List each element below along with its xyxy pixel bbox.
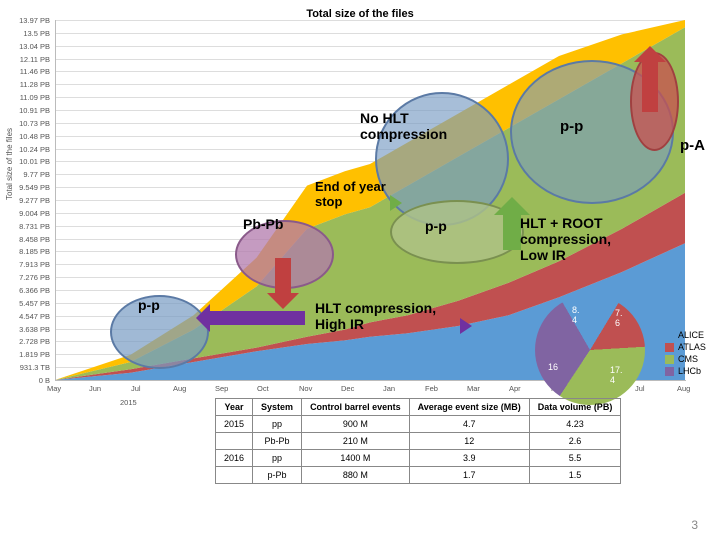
y-tick: 7.913 PB: [8, 260, 50, 269]
y-tick: 0 B: [8, 376, 50, 385]
x-tick: Aug: [677, 384, 690, 393]
y-tick: 13.97 PB: [8, 16, 50, 25]
pie-label: 16: [548, 362, 558, 372]
annotation-hlthigh: HLT compression,High IR: [315, 300, 436, 332]
table-cell: 5.5: [529, 450, 621, 467]
table-cell: 4.7: [409, 416, 529, 433]
annotation-pA: p-A: [680, 137, 705, 154]
legend-item: ALICE: [665, 330, 706, 340]
annotation-nohlt: No HLTcompression: [360, 110, 447, 142]
y-tick: 11.09 PB: [8, 93, 50, 102]
y-tick: 13.04 PB: [8, 42, 50, 51]
x-tick: Jul: [131, 384, 141, 393]
chart-title: Total size of the files: [0, 8, 720, 20]
annotation-pp_bl: p-p: [138, 297, 160, 313]
table-row: 2016pp1400 M3.95.5: [216, 450, 621, 467]
legend-item: ATLAS: [665, 342, 706, 352]
pie-legend: ALICE ATLAS CMS LHCb: [665, 328, 706, 378]
y-tick: 11.28 PB: [8, 80, 50, 89]
x-tick: Feb: [425, 384, 438, 393]
table-header: Control barrel events: [302, 399, 410, 416]
slide: Total size of the files Total size of th…: [0, 0, 720, 540]
annotation-hltroot: HLT + ROOTcompression,Low IR: [520, 215, 611, 263]
table-cell: Pb-Pb: [253, 433, 302, 450]
table-cell: 1.5: [529, 467, 621, 484]
table-cell: 1.7: [409, 467, 529, 484]
y-tick: 8.731 PB: [8, 222, 50, 231]
pie-label: 17. 4: [610, 365, 623, 385]
table-cell: 2016: [216, 450, 253, 467]
x-tick: Nov: [299, 384, 312, 393]
x-tick: Sep: [215, 384, 228, 393]
y-tick: 1.819 PB: [8, 350, 50, 359]
pie-label: 7. 6: [615, 308, 623, 328]
table-cell: 880 M: [302, 467, 410, 484]
y-tick: 10.48 PB: [8, 132, 50, 141]
table-cell: 2.6: [529, 433, 621, 450]
table-cell: 1400 M: [302, 450, 410, 467]
legend-item: CMS: [665, 354, 706, 364]
y-tick: 9.277 PB: [8, 196, 50, 205]
y-tick: 12.11 PB: [8, 55, 50, 64]
y-tick: 3.638 PB: [8, 325, 50, 334]
y-tick: 9.77 PB: [8, 170, 50, 179]
x-tick: Dec: [341, 384, 354, 393]
y-tick: 8.458 PB: [8, 235, 50, 244]
y-tick: 8.185 PB: [8, 247, 50, 256]
table-cell: 2015: [216, 416, 253, 433]
annotation-eoy: End of yearstop: [315, 180, 386, 210]
y-tick: 9.004 PB: [8, 209, 50, 218]
y-tick: 931.3 TB: [8, 363, 50, 372]
y-tick: 10.73 PB: [8, 119, 50, 128]
annotation-pp_mid: p-p: [425, 218, 447, 234]
x-tick: Jul: [635, 384, 645, 393]
table-row: 2015pp900 M4.74.23: [216, 416, 621, 433]
x-tick: Jan: [383, 384, 395, 393]
table-cell: 3.9: [409, 450, 529, 467]
table-row: Pb-Pb210 M122.6: [216, 433, 621, 450]
table-cell: 4.23: [529, 416, 621, 433]
annotation-pbpb: Pb-Pb: [243, 216, 283, 232]
y-tick: 10.91 PB: [8, 106, 50, 115]
table-cell: 900 M: [302, 416, 410, 433]
y-tick: 10.24 PB: [8, 145, 50, 154]
y-tick: 9.549 PB: [8, 183, 50, 192]
table-header: Average event size (MB): [409, 399, 529, 416]
annotation-pp_tr: p-p: [560, 118, 583, 135]
y-tick: 4.547 PB: [8, 312, 50, 321]
x-year-label: 2015: [120, 398, 137, 407]
y-tick: 10.01 PB: [8, 157, 50, 166]
table-cell: pp: [253, 450, 302, 467]
table-cell: 12: [409, 433, 529, 450]
y-tick: 5.457 PB: [8, 299, 50, 308]
slide-number: 3: [691, 518, 698, 532]
table-cell: pp: [253, 416, 302, 433]
x-tick: Oct: [257, 384, 269, 393]
y-tick: 11.46 PB: [8, 67, 50, 76]
table-cell: [216, 433, 253, 450]
table-cell: p-Pb: [253, 467, 302, 484]
table-header: Data volume (PB): [529, 399, 621, 416]
x-tick: Mar: [467, 384, 480, 393]
pie-label: 8. 4: [572, 305, 580, 325]
table-header: Year: [216, 399, 253, 416]
x-tick: Jun: [89, 384, 101, 393]
table-row: p-Pb880 M1.71.5: [216, 467, 621, 484]
x-tick: Apr: [509, 384, 521, 393]
y-tick: 13.5 PB: [8, 29, 50, 38]
data-table: YearSystemControl barrel eventsAverage e…: [215, 398, 621, 484]
table-header: System: [253, 399, 302, 416]
x-tick: May: [47, 384, 61, 393]
y-tick: 2.728 PB: [8, 337, 50, 346]
y-tick: 6.366 PB: [8, 286, 50, 295]
table-cell: [216, 467, 253, 484]
x-tick: Aug: [173, 384, 186, 393]
table-cell: 210 M: [302, 433, 410, 450]
legend-item: LHCb: [665, 366, 706, 376]
y-tick: 7.276 PB: [8, 273, 50, 282]
